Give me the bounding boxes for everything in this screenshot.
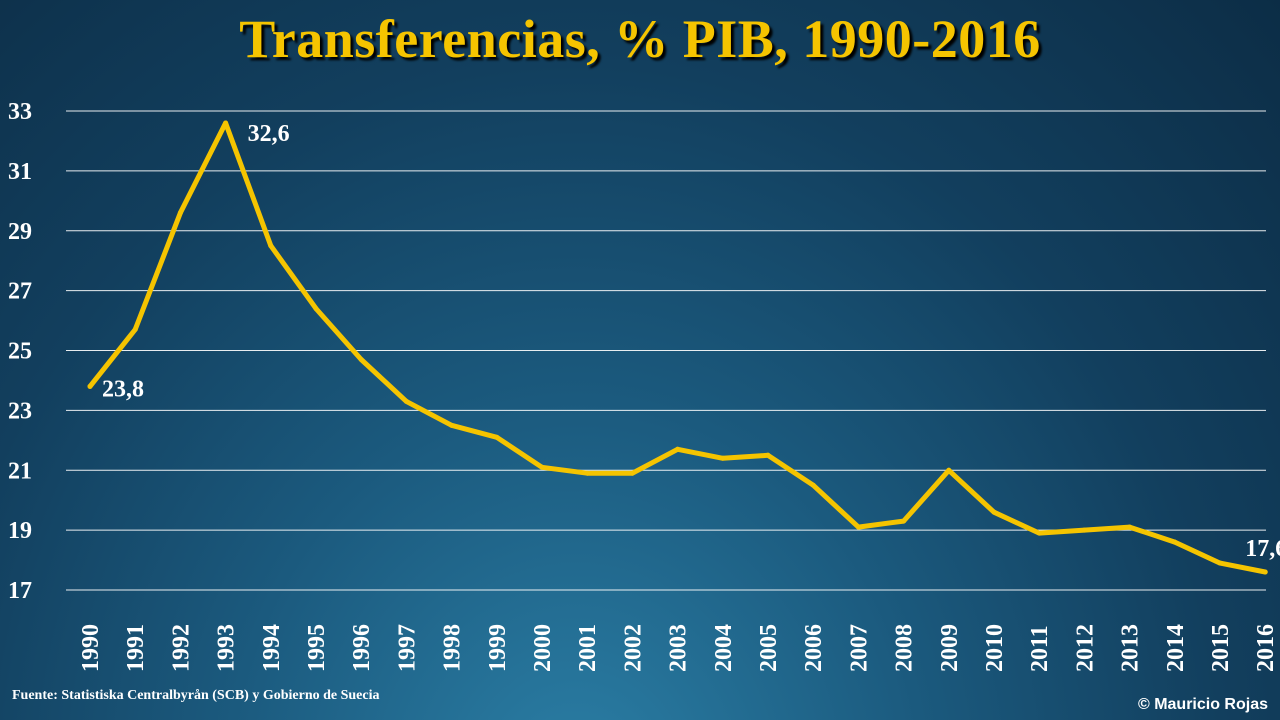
x-tick-label: 1990 (78, 624, 104, 672)
data-point (87, 383, 93, 389)
data-point (1081, 527, 1087, 533)
copyright-note: © Mauricio Rojas (1137, 696, 1268, 713)
data-point (629, 470, 635, 476)
data-point (1217, 560, 1223, 566)
y-tick-label: 27 (8, 279, 32, 305)
data-point (1262, 569, 1268, 575)
x-tick-label: 1997 (394, 624, 420, 672)
x-tick-label: 1999 (485, 624, 511, 672)
x-tick-label: 2004 (711, 624, 737, 672)
x-tick-label: 2013 (1118, 624, 1144, 672)
x-tick-label: 1995 (304, 624, 330, 672)
x-tick-label: 2002 (620, 624, 646, 672)
x-tick-label: 2000 (530, 624, 556, 672)
x-tick-label: 1991 (123, 624, 149, 672)
x-tick-label: 2006 (801, 624, 827, 672)
data-point (991, 509, 997, 515)
y-tick-label: 23 (8, 398, 32, 424)
data-point (720, 455, 726, 461)
series-line-group (87, 120, 1268, 575)
x-tick-label: 2016 (1253, 624, 1279, 672)
data-point (855, 524, 861, 530)
x-tick-label: 2005 (756, 624, 782, 672)
data-label: 17,6 (1245, 536, 1280, 562)
x-tick-label: 1994 (259, 624, 285, 672)
data-point (1127, 524, 1133, 530)
gridlines (66, 110, 1266, 591)
data-point (313, 306, 319, 312)
y-tick-label: 31 (8, 159, 32, 185)
data-point (449, 422, 455, 428)
x-tick-label: 2014 (1163, 624, 1189, 672)
data-point (494, 434, 500, 440)
data-point (1172, 539, 1178, 545)
data-point (901, 518, 907, 524)
x-tick-label: 2008 (892, 624, 918, 672)
x-tick-label: 2012 (1072, 624, 1098, 672)
x-tick-label: 1998 (440, 624, 466, 672)
data-point (268, 243, 274, 249)
data-point (403, 398, 409, 404)
x-tick-label: 2007 (846, 624, 872, 672)
data-point (675, 446, 681, 452)
x-tick-label: 2003 (666, 624, 692, 672)
data-point (132, 327, 138, 333)
y-tick-label: 29 (8, 219, 32, 245)
data-point (946, 467, 952, 473)
data-point (539, 464, 545, 470)
x-tick-label: 2010 (982, 624, 1008, 672)
data-label: 32,6 (248, 121, 290, 147)
x-axis-ticks: 1990 1991 1992 1993 1994 1995 1996 1997 1998 1999… (78, 624, 1279, 672)
x-tick-label: 2015 (1208, 624, 1234, 672)
y-tick-label: 19 (8, 518, 32, 544)
y-tick-label: 25 (8, 339, 32, 365)
y-tick-label: 33 (8, 99, 32, 125)
source-note: Fuente: Statistiska Centralbyrån (SCB) y… (12, 688, 380, 703)
chart-title: Transferencias, % PIB, 1990-2016 (239, 9, 1041, 69)
x-tick-label: 1992 (168, 624, 194, 672)
x-tick-label: 2009 (937, 624, 963, 672)
data-point (223, 120, 229, 126)
y-tick-label: 21 (8, 458, 32, 484)
series-line-0 (87, 120, 1268, 575)
x-tick-label: 1996 (349, 624, 375, 672)
data-point (177, 210, 183, 216)
data-point (765, 452, 771, 458)
data-point (810, 482, 816, 488)
data-labels: 23,8 32,6 17,6 (102, 121, 1280, 562)
x-tick-label: 1993 (214, 624, 240, 672)
data-point (1036, 530, 1042, 536)
data-point (358, 356, 364, 362)
data-point (584, 470, 590, 476)
data-label: 23,8 (102, 376, 144, 402)
y-tick-label: 17 (8, 578, 32, 604)
y-axis-ticks: 17 19 21 23 25 27 29 31 33 (8, 99, 32, 604)
x-tick-label: 2011 (1027, 625, 1053, 672)
x-tick-label: 2001 (575, 624, 601, 672)
